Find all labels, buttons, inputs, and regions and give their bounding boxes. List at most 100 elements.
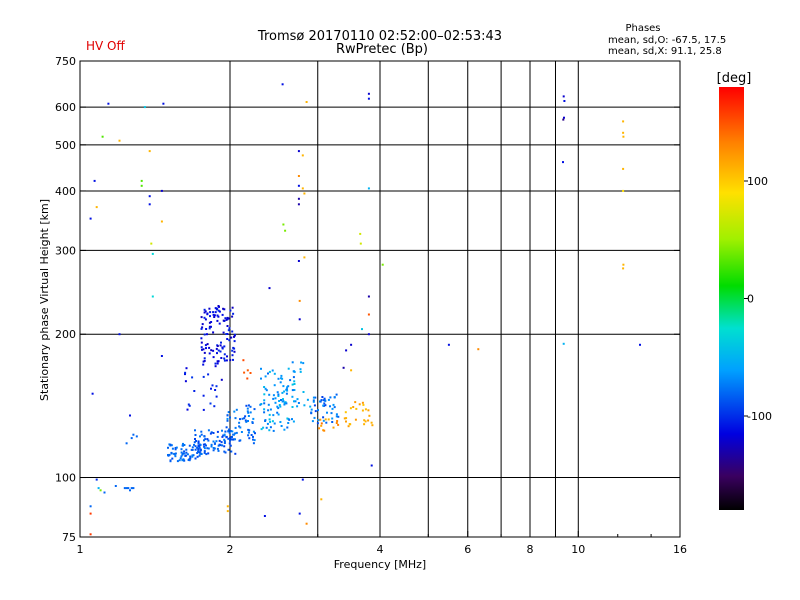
cluster-3-point-41 — [221, 313, 224, 316]
data-point-77 — [226, 505, 229, 508]
cluster-3-point-93 — [222, 319, 225, 322]
data-point-27 — [99, 489, 102, 492]
cluster-0-point-14 — [169, 443, 172, 446]
cluster-7-point-13 — [310, 408, 313, 411]
cluster-7-point-10 — [314, 396, 317, 399]
cluster-3-point-54 — [227, 317, 230, 320]
cluster-1-point-25 — [223, 440, 226, 443]
cluster-6-point-3 — [296, 398, 299, 401]
cluster-7-point-24 — [322, 416, 325, 419]
cluster-3-point-26 — [201, 348, 203, 351]
cluster-6-point-28 — [292, 370, 295, 373]
cluster-0-point-64 — [168, 453, 171, 456]
cluster-0-point-39 — [194, 445, 197, 448]
cluster-2-point-32 — [235, 408, 238, 411]
y-axis-label: Stationary phase Virtual Height [km] — [38, 199, 51, 401]
data-point-71 — [370, 464, 373, 467]
cluster-1-point-32 — [207, 429, 210, 432]
cluster-1-point-51 — [215, 440, 218, 443]
cluster-0-point-28 — [173, 453, 176, 456]
cluster-1-point-71 — [203, 445, 206, 448]
cluster-1-point-69 — [222, 434, 225, 437]
data-point-91 — [622, 189, 625, 192]
data-point-24 — [89, 533, 92, 536]
cluster-6-point-29 — [293, 380, 296, 383]
cluster-1-point-63 — [223, 450, 226, 453]
cluster-5-point-67 — [286, 417, 289, 420]
cluster-5-point-19 — [263, 408, 266, 411]
cluster-7-point-27 — [322, 399, 325, 402]
y-tick-label-3: 300 — [55, 244, 76, 257]
cluster-0-point-45 — [170, 451, 173, 454]
cluster-3-point-86 — [227, 329, 230, 332]
data-point-8 — [129, 414, 131, 417]
data-point-49 — [297, 203, 300, 206]
cluster-7-point-32 — [310, 411, 313, 414]
cluster-1-point-78 — [194, 429, 196, 432]
cluster-6-point-5 — [282, 400, 285, 403]
cluster-4-point-11 — [220, 378, 223, 381]
cluster-5-point-72 — [272, 394, 275, 397]
cluster-3-point-17 — [200, 316, 203, 319]
cluster-1-point-7 — [223, 442, 226, 444]
cluster-6-point-25 — [285, 402, 288, 405]
cluster-5-point-55 — [263, 399, 266, 402]
data-point-60 — [359, 232, 362, 235]
cluster-9-point-3 — [354, 418, 357, 421]
cluster-5-point-56 — [276, 391, 279, 394]
cluster-1-point-21 — [217, 449, 220, 452]
cluster-1-point-9 — [202, 443, 205, 446]
data-point-82 — [563, 100, 566, 102]
cluster-0-point-43 — [171, 457, 174, 460]
cluster-3-point-28 — [216, 319, 219, 322]
cluster-2-point-52 — [253, 439, 256, 442]
cluster-6-point-13 — [297, 402, 300, 404]
cluster-4-point-15 — [214, 362, 217, 365]
cluster-6-point-21 — [287, 385, 290, 388]
cluster-0-point-24 — [175, 446, 178, 449]
data-point-16 — [151, 295, 154, 298]
cluster-1-point-39 — [194, 438, 196, 440]
cluster-5-point-4 — [291, 383, 294, 386]
cluster-10-point-1 — [246, 377, 249, 380]
cluster-3-point-98 — [212, 313, 215, 316]
cluster-3-point-60 — [202, 348, 205, 351]
cluster-5-point-31 — [286, 426, 289, 429]
data-point-36 — [125, 442, 128, 445]
cluster-3-point-42 — [201, 326, 204, 329]
cluster-0-point-61 — [185, 448, 188, 451]
data-point-85 — [562, 161, 564, 164]
cluster-1-point-49 — [203, 450, 206, 453]
cluster-2-point-9 — [233, 410, 236, 413]
cluster-2-point-59 — [252, 417, 255, 420]
cluster-3-point-108 — [206, 312, 209, 315]
cluster-3-point-73 — [209, 315, 211, 318]
y-tick-label-6: 600 — [55, 101, 76, 114]
cluster-5-point-52 — [268, 413, 271, 416]
cluster-2-point-21 — [229, 439, 231, 442]
cluster-3-point-102 — [220, 357, 223, 359]
data-point-29 — [114, 485, 117, 487]
data-point-9 — [140, 179, 143, 182]
cluster-1-point-67 — [214, 442, 216, 445]
cluster-1-point-2 — [227, 448, 230, 451]
cluster-8-point-4 — [324, 418, 327, 421]
cluster-5-point-25 — [293, 383, 296, 385]
cluster-5-point-75 — [280, 399, 282, 401]
cluster-2-point-17 — [228, 428, 231, 431]
cluster-2-point-50 — [234, 426, 237, 429]
cluster-10-point-0 — [243, 371, 246, 374]
cluster-3-point-92 — [221, 347, 224, 350]
cluster-4-point-2 — [209, 402, 212, 405]
cluster-3-point-91 — [209, 311, 212, 314]
data-point-86 — [562, 342, 565, 345]
data-point-69 — [342, 366, 345, 369]
cluster-5-point-24 — [268, 370, 271, 373]
cluster-3-point-27 — [233, 335, 235, 338]
cluster-1-point-86 — [203, 439, 205, 442]
data-point-84 — [562, 118, 565, 121]
data-point-81 — [562, 95, 565, 98]
cluster-4-point-16 — [202, 375, 205, 378]
cluster-7-point-21 — [313, 404, 316, 407]
cluster-3-point-104 — [200, 341, 203, 344]
